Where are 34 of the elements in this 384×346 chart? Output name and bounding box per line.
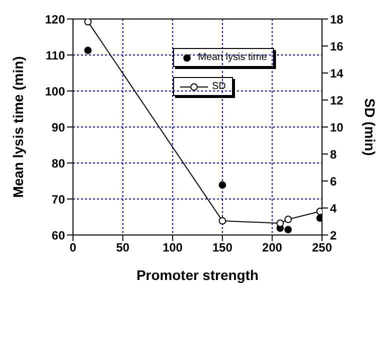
y2-tick-label: 8	[330, 147, 337, 162]
y2-tick-label: 4	[330, 201, 337, 216]
x-tick-label: 0	[70, 240, 77, 255]
y-tick-label: 70	[52, 192, 66, 206]
y2-tick-label: 16	[330, 39, 344, 54]
x-tick-label: 100	[162, 240, 183, 255]
point	[218, 217, 226, 225]
x-tick-label: 50	[116, 240, 130, 255]
y-tick-label: 60	[52, 228, 66, 242]
point	[284, 226, 292, 234]
y2-tick-label: 10	[330, 120, 344, 134]
y2-tick-label: 18	[330, 12, 344, 26]
y-tick-label: 120	[44, 12, 66, 26]
x-tick-label: 150	[212, 240, 233, 255]
point	[276, 220, 284, 227]
y-axis-title: Mean lysis time (min)	[10, 56, 26, 198]
y2-tick-label: 12	[330, 93, 344, 108]
y2-tick-label: 14	[330, 66, 344, 80]
point	[84, 46, 92, 54]
y-tick-label: 80	[52, 156, 66, 170]
y-tick-label: 110	[46, 48, 66, 62]
x-axis-title: Promoter strength	[136, 267, 259, 283]
y2-tick-label: 2	[330, 228, 337, 242]
x-tick-label: 250	[312, 240, 332, 255]
y2-axis-title: SD (min)	[362, 98, 378, 156]
x-tick-label: 200	[262, 240, 283, 255]
y2-tick-label: 6	[330, 174, 337, 188]
legend-label: SD	[212, 81, 226, 92]
y-tick-label: 100	[44, 84, 66, 98]
y-tick-label: 90	[52, 120, 66, 134]
point	[84, 19, 92, 26]
point	[218, 181, 226, 189]
legend-label: Mean lysis time	[198, 52, 267, 63]
point	[284, 216, 292, 224]
